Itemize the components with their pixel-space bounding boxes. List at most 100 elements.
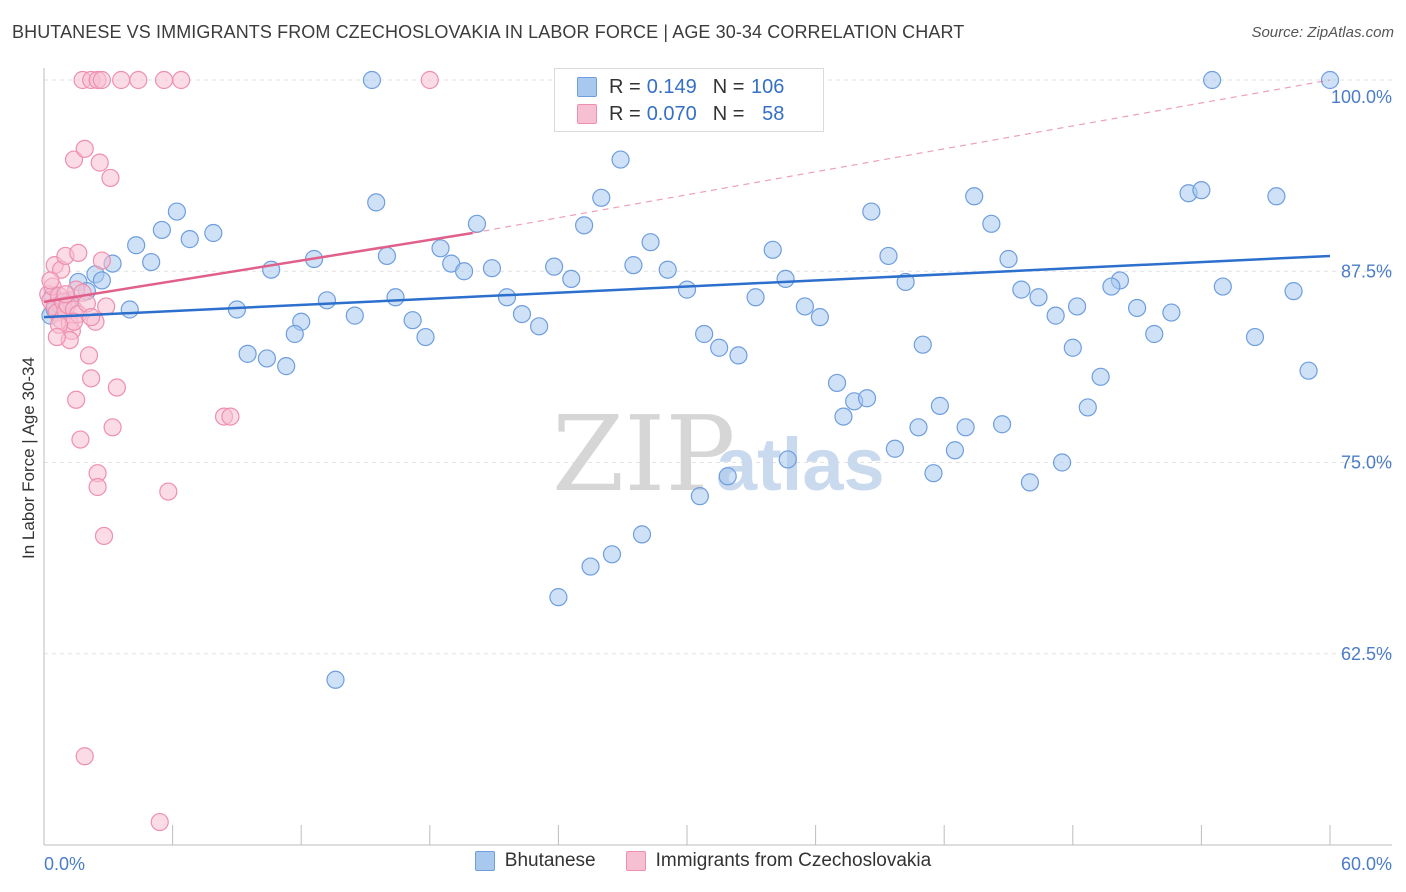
pink-point — [150, 812, 169, 832]
blue-point — [1052, 453, 1072, 472]
blue-point — [362, 70, 382, 90]
blue-point — [746, 288, 765, 307]
x-tick-label-min: 0.0% — [44, 854, 85, 874]
pink-point — [154, 70, 174, 90]
blue-point — [581, 557, 600, 576]
chart-title: BHUTANESE VS IMMIGRANTS FROM CZECHOSLOVA… — [12, 22, 965, 42]
series-layer — [39, 70, 1340, 832]
y-tick-labels: 62.5% 75.0% 87.5% 100.0% — [1331, 87, 1392, 664]
blue-point — [575, 216, 594, 235]
grid-layer — [44, 79, 1392, 655]
pink-point — [75, 747, 94, 766]
legend-swatch-blue — [577, 77, 597, 97]
pink-point — [101, 168, 120, 188]
blue-point — [454, 262, 474, 281]
blue-point — [956, 418, 975, 437]
pink-point — [103, 418, 122, 437]
pink-point — [69, 243, 88, 262]
correlation-legend: R = 0.149 N = 106 R = 0.070 N = 58 — [554, 68, 824, 132]
y-tick-label: 100.0% — [1331, 87, 1392, 107]
watermark-atlas: atlas — [716, 423, 885, 506]
legend-row-czechoslovakia: R = 0.070 N = 58 — [577, 102, 784, 126]
blue-point — [257, 349, 277, 368]
pink-point — [47, 327, 66, 347]
legend-n-label: N = — [712, 102, 745, 125]
blue-point — [1046, 306, 1065, 325]
blue-point — [386, 288, 405, 307]
legend-swatch-pink — [625, 851, 646, 871]
pink-point — [88, 477, 107, 497]
pink-point — [107, 378, 126, 397]
blue-point — [1020, 473, 1040, 492]
blue-point — [285, 324, 304, 344]
blue-point — [545, 257, 564, 276]
pink-trend-extension — [472, 79, 1331, 234]
series-blue — [41, 70, 1340, 689]
blue-point — [913, 335, 932, 354]
trend-layer — [43, 79, 1331, 319]
blue-point — [180, 230, 199, 249]
y-tick-label: 75.0% — [1341, 453, 1392, 473]
pink-point — [92, 251, 111, 270]
pink-point — [41, 271, 60, 290]
blue-point — [142, 252, 161, 272]
blue-point — [982, 214, 1001, 233]
blue-point — [602, 545, 622, 564]
legend-n-value: 106 — [751, 75, 785, 98]
blue-point — [431, 239, 450, 258]
blue-point — [834, 407, 853, 426]
pink-point — [79, 346, 99, 365]
blue-point — [277, 357, 296, 376]
series-legend-bhutanese[interactable]: Bhutanese — [474, 850, 596, 872]
blue-point — [1203, 70, 1222, 90]
legend-r-value: 0.070 — [646, 102, 697, 125]
x-tick-label-max: 60.0% — [1341, 854, 1392, 874]
blue-point — [992, 415, 1012, 434]
blue-point — [695, 324, 714, 344]
blue-point — [945, 441, 965, 460]
blue-point — [592, 188, 611, 207]
blue-point — [1063, 338, 1082, 357]
blue-point — [152, 220, 171, 240]
watermark: ZIP atlas — [552, 393, 885, 515]
legend-swatch-blue — [474, 851, 495, 871]
blue-point — [467, 214, 487, 233]
blue-point — [827, 373, 847, 393]
pink-point — [75, 139, 94, 158]
axis-layer — [43, 68, 1392, 846]
blue-point — [1102, 277, 1121, 296]
blue-point — [92, 271, 111, 290]
blue-point — [120, 300, 139, 319]
blue-point — [909, 418, 928, 437]
blue-point — [1067, 297, 1087, 316]
pink-point — [159, 482, 178, 501]
blue-point — [562, 269, 581, 288]
series-legend-label: Immigrants from Czechoslovakia — [655, 850, 932, 871]
blue-point — [1267, 187, 1286, 206]
blue-point — [857, 389, 877, 408]
blue-point — [367, 193, 386, 212]
blue-point — [776, 269, 795, 288]
blue-point — [326, 670, 345, 689]
blue-point — [317, 291, 337, 310]
pink-point — [420, 70, 439, 90]
pink-point — [112, 70, 131, 90]
legend-row-bhutanese: R = 0.149 N = 106 — [577, 75, 784, 99]
blue-point — [862, 202, 881, 221]
blue-point — [1091, 367, 1110, 386]
series-legend-czechoslovakia[interactable]: Immigrants from Czechoslovakia — [625, 850, 932, 872]
blue-point — [1012, 280, 1031, 299]
y-axis-label: In Labor Force | Age 30-34 — [19, 357, 38, 559]
blue-point — [718, 467, 737, 486]
chart-source: Source: ZipAtlas.com — [1251, 24, 1394, 41]
blue-point — [965, 187, 984, 206]
pink-point — [221, 407, 240, 426]
pink-point — [82, 308, 101, 327]
blue-point — [641, 233, 660, 252]
pink-point — [67, 390, 86, 409]
blue-point — [924, 464, 943, 483]
series-pink — [39, 70, 439, 832]
blue-point — [710, 338, 729, 357]
blue-point — [167, 202, 186, 221]
